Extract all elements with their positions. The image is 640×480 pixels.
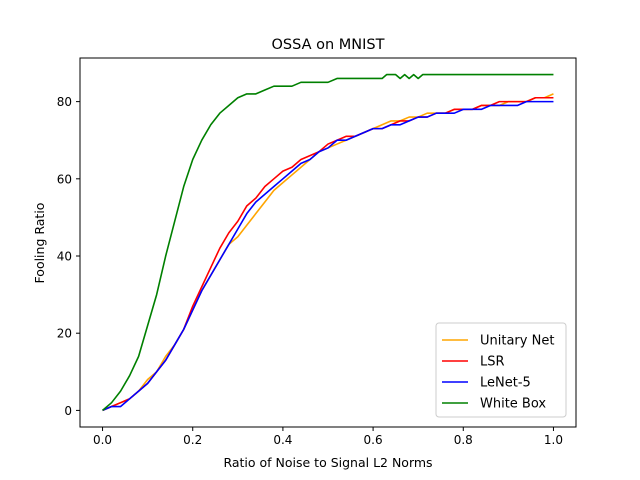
legend-label: White Box bbox=[480, 397, 546, 412]
y-tick-label: 60 bbox=[57, 172, 72, 186]
legend-box bbox=[435, 322, 567, 418]
series-line-4 bbox=[102, 73, 554, 412]
series-line-3 bbox=[102, 100, 554, 412]
x-tick-label: 0.4 bbox=[273, 433, 292, 447]
axis-ticks: 0.0 0.2 0.4 0.6 0.8 1.0 0 20 40 60 80 bbox=[57, 95, 563, 447]
chart-title: OSSA on MNIST bbox=[272, 37, 385, 53]
x-tick-label: 0.6 bbox=[364, 433, 383, 447]
legend-label: LSR bbox=[480, 355, 505, 370]
y-tick-label: 40 bbox=[57, 250, 72, 264]
axes-frame bbox=[79, 57, 577, 428]
x-tick-label: 1.0 bbox=[544, 433, 563, 447]
y-tick-label: 20 bbox=[57, 327, 72, 341]
x-tick-label: 0.0 bbox=[93, 433, 112, 447]
legend-label: LeNet-5 bbox=[480, 376, 531, 391]
x-tick-label: 0.2 bbox=[183, 433, 202, 447]
x-tick-label: 0.8 bbox=[454, 433, 473, 447]
legend-label: Unitary Net bbox=[480, 334, 554, 349]
y-tick-label: 0 bbox=[64, 404, 72, 418]
y-tick-label: 80 bbox=[57, 95, 72, 109]
plot-area bbox=[102, 73, 554, 412]
x-axis-label: Ratio of Noise to Signal L2 Norms bbox=[223, 455, 432, 470]
legend: Unitary Net LSR LeNet-5 White Box bbox=[435, 322, 567, 418]
y-axis-label: Fooling Ratio bbox=[32, 203, 47, 284]
